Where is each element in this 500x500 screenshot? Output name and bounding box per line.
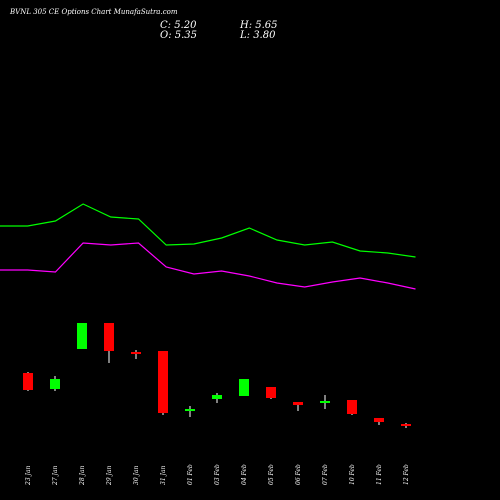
x-tick-label: 01 Feb (187, 464, 194, 485)
x-tick-label: 07 Feb (322, 464, 329, 485)
x-tick-label: 27 Jan (52, 465, 59, 486)
candle-body (158, 351, 168, 413)
x-tick-label: 23 Jan (25, 465, 32, 486)
candle-body (77, 323, 87, 349)
candle-body (131, 352, 141, 354)
x-tick-label: 03 Feb (214, 464, 221, 485)
candle-body (374, 418, 384, 422)
x-tick-label: 11 Feb (376, 464, 383, 485)
x-tick-label: 30 Jan (133, 465, 140, 485)
candle-body (293, 402, 303, 405)
candle-body (23, 373, 33, 390)
x-tick-label: 06 Feb (295, 464, 302, 485)
open-value: O: 5.35 (160, 30, 198, 41)
candle-body (212, 395, 222, 399)
x-tick-label: 29 Jan (106, 465, 113, 486)
candle-body (266, 387, 276, 398)
x-tick-label: 31 Jan (160, 465, 167, 485)
candle-body (347, 400, 357, 414)
x-tick-label: 10 Feb (349, 464, 356, 485)
low-value: L: 3.80 (240, 30, 276, 41)
overlay-line-2 (0, 242, 416, 290)
candle-body (239, 379, 249, 396)
x-tick-label: 05 Feb (268, 464, 275, 485)
high-value: H: 5.65 (240, 20, 278, 31)
close-value: C: 5.20 (160, 20, 197, 31)
candle-body (401, 424, 411, 426)
chart-title: BVNL 305 CE Options Chart MunafaSutra.co… (10, 8, 178, 16)
candle-body (320, 401, 330, 403)
overlay-line-1 (0, 203, 416, 258)
x-tick-label: 28 Jan (79, 465, 86, 486)
x-tick-label: 04 Feb (241, 464, 248, 485)
x-tick-label: 12 Feb (403, 464, 410, 485)
candle-body (50, 379, 60, 389)
candle-body (104, 323, 114, 351)
candle-body (185, 409, 195, 411)
